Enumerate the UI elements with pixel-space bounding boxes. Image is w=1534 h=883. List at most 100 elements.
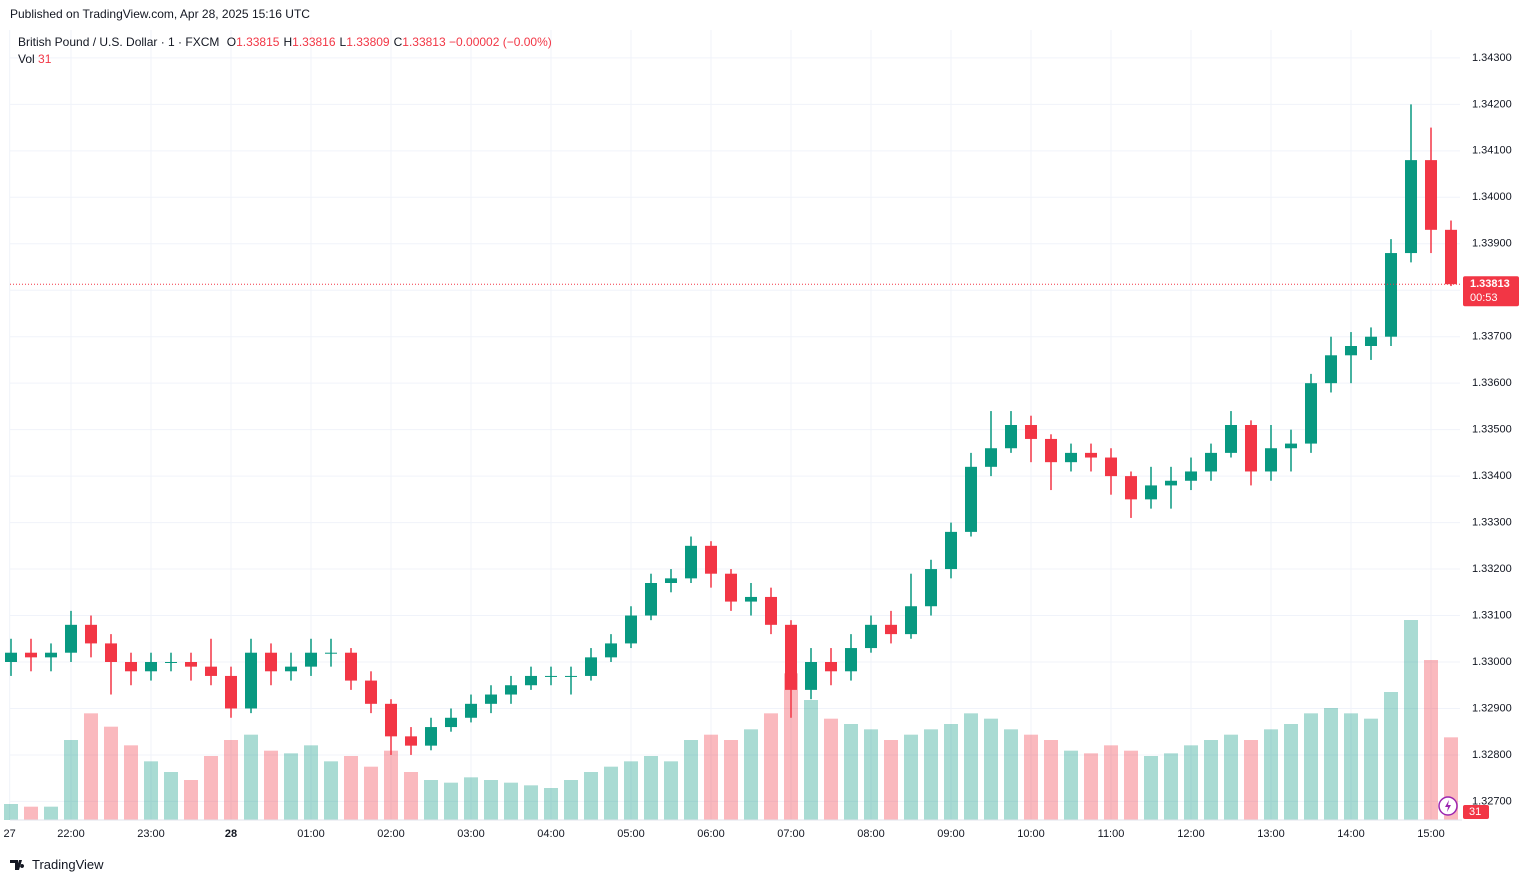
volume-bar (1244, 740, 1258, 820)
volume-bar (64, 740, 78, 820)
x-tick-label: 04:00 (537, 828, 565, 840)
candle-body (505, 685, 517, 695)
candle-body (1405, 160, 1417, 254)
candle-body (1265, 448, 1277, 472)
x-tick-label: 09:00 (937, 828, 965, 840)
x-tick-label: 06:00 (697, 828, 725, 840)
x-tick-label: 02:00 (377, 828, 405, 840)
x-tick-label: 22:00 (57, 828, 85, 840)
volume-bar (944, 724, 958, 820)
volume-bar (764, 713, 778, 820)
candle-body (425, 727, 437, 746)
volume-bar (864, 729, 878, 820)
x-tick-label: 03:00 (457, 828, 485, 840)
countdown: 00:53 (1470, 292, 1498, 304)
price-badge-value: 1.33813 (1470, 278, 1510, 290)
volume-bar (1404, 620, 1418, 820)
volume-bar (1144, 756, 1158, 820)
volume-bar (1164, 753, 1178, 820)
candle-body (765, 596, 777, 625)
volume-bar (284, 753, 298, 820)
candle-body (1045, 438, 1057, 463)
candle-body (745, 596, 757, 602)
volume-bar (884, 740, 898, 820)
candle-body (1005, 425, 1017, 449)
candle-body (805, 662, 817, 690)
volume-bar (1224, 734, 1238, 820)
volume-bar (644, 756, 658, 820)
volume-bar (144, 761, 158, 820)
candle-body (105, 643, 117, 662)
candle-body (185, 662, 197, 667)
candle-body (445, 717, 457, 728)
volume-label: Vol (18, 52, 35, 66)
volume-bar (1304, 713, 1318, 820)
candle-body (265, 652, 277, 672)
x-tick-label: 15:00 (1417, 828, 1445, 840)
symbol-title: British Pound / U.S. Dollar · 1 · FXCM (18, 35, 220, 49)
volume-bar (564, 780, 578, 820)
candle-body (285, 666, 297, 672)
volume-bar (1284, 724, 1298, 820)
candle-body (925, 569, 937, 607)
x-tick-label: 01:00 (297, 828, 325, 840)
footer-brand: TradingView (32, 857, 104, 872)
y-tick-label: 1.33400 (1472, 470, 1512, 482)
candle-body (1345, 346, 1357, 356)
ohlc-value: 1.33815 (236, 35, 280, 49)
y-tick-label: 1.33600 (1472, 377, 1512, 389)
x-tick-label: 28 (225, 828, 237, 840)
candle-body (725, 573, 737, 602)
volume-value: 31 (38, 52, 52, 66)
y-tick-label: 1.33200 (1472, 563, 1512, 575)
lightning-icon (1438, 796, 1458, 816)
ohlc: O1.33815 H1.33816 L1.33809 C1.33813 (223, 35, 446, 49)
volume-bar (1024, 734, 1038, 820)
price-badge (1463, 276, 1519, 307)
x-tick-label: 11:00 (1098, 828, 1125, 840)
published-header: Published on TradingView.com, Apr 28, 20… (10, 7, 310, 21)
x-tick-label: 12:00 (1177, 828, 1205, 840)
volume-bar (1124, 750, 1138, 820)
ohlc-value: 1.33813 (402, 35, 446, 49)
candle-body (845, 648, 857, 672)
volume-bar (84, 713, 98, 820)
candle-body (705, 545, 717, 574)
candle-body (965, 466, 977, 532)
candle-body (165, 662, 177, 663)
volume-bar (784, 673, 798, 820)
candle-body (345, 652, 357, 681)
volume-bar (664, 761, 678, 820)
candle-body (1125, 476, 1137, 500)
volume-bar (1264, 729, 1278, 820)
volume-bar (504, 782, 518, 820)
volume-legend: Vol 31 (18, 52, 51, 66)
candle-body (45, 652, 57, 658)
volume-bar (824, 718, 838, 820)
candle-body (645, 583, 657, 616)
volume-bar (524, 785, 538, 820)
candle-body (245, 652, 257, 709)
volume-bar (704, 734, 718, 820)
volume-bar (1064, 750, 1078, 820)
volume-bar (1104, 745, 1118, 820)
volume-bar (164, 772, 178, 820)
candle-body (1385, 253, 1397, 337)
volume-bar (604, 766, 618, 820)
volume-bar (924, 729, 938, 820)
volume-bar (684, 740, 698, 820)
volume-bar (1044, 740, 1058, 820)
volume-bar (264, 750, 278, 820)
candle-body (1185, 471, 1197, 481)
y-tick-label: 1.32900 (1472, 702, 1512, 714)
candle-body (565, 675, 577, 677)
volume-bar (44, 806, 58, 820)
candle-body (1205, 452, 1217, 472)
volume-bar (744, 729, 758, 820)
x-tick-label: 23:00 (137, 828, 165, 840)
candle-body (1225, 425, 1237, 453)
candle-body (1065, 452, 1077, 463)
candle-body (1145, 485, 1157, 500)
volume-bar (844, 724, 858, 820)
